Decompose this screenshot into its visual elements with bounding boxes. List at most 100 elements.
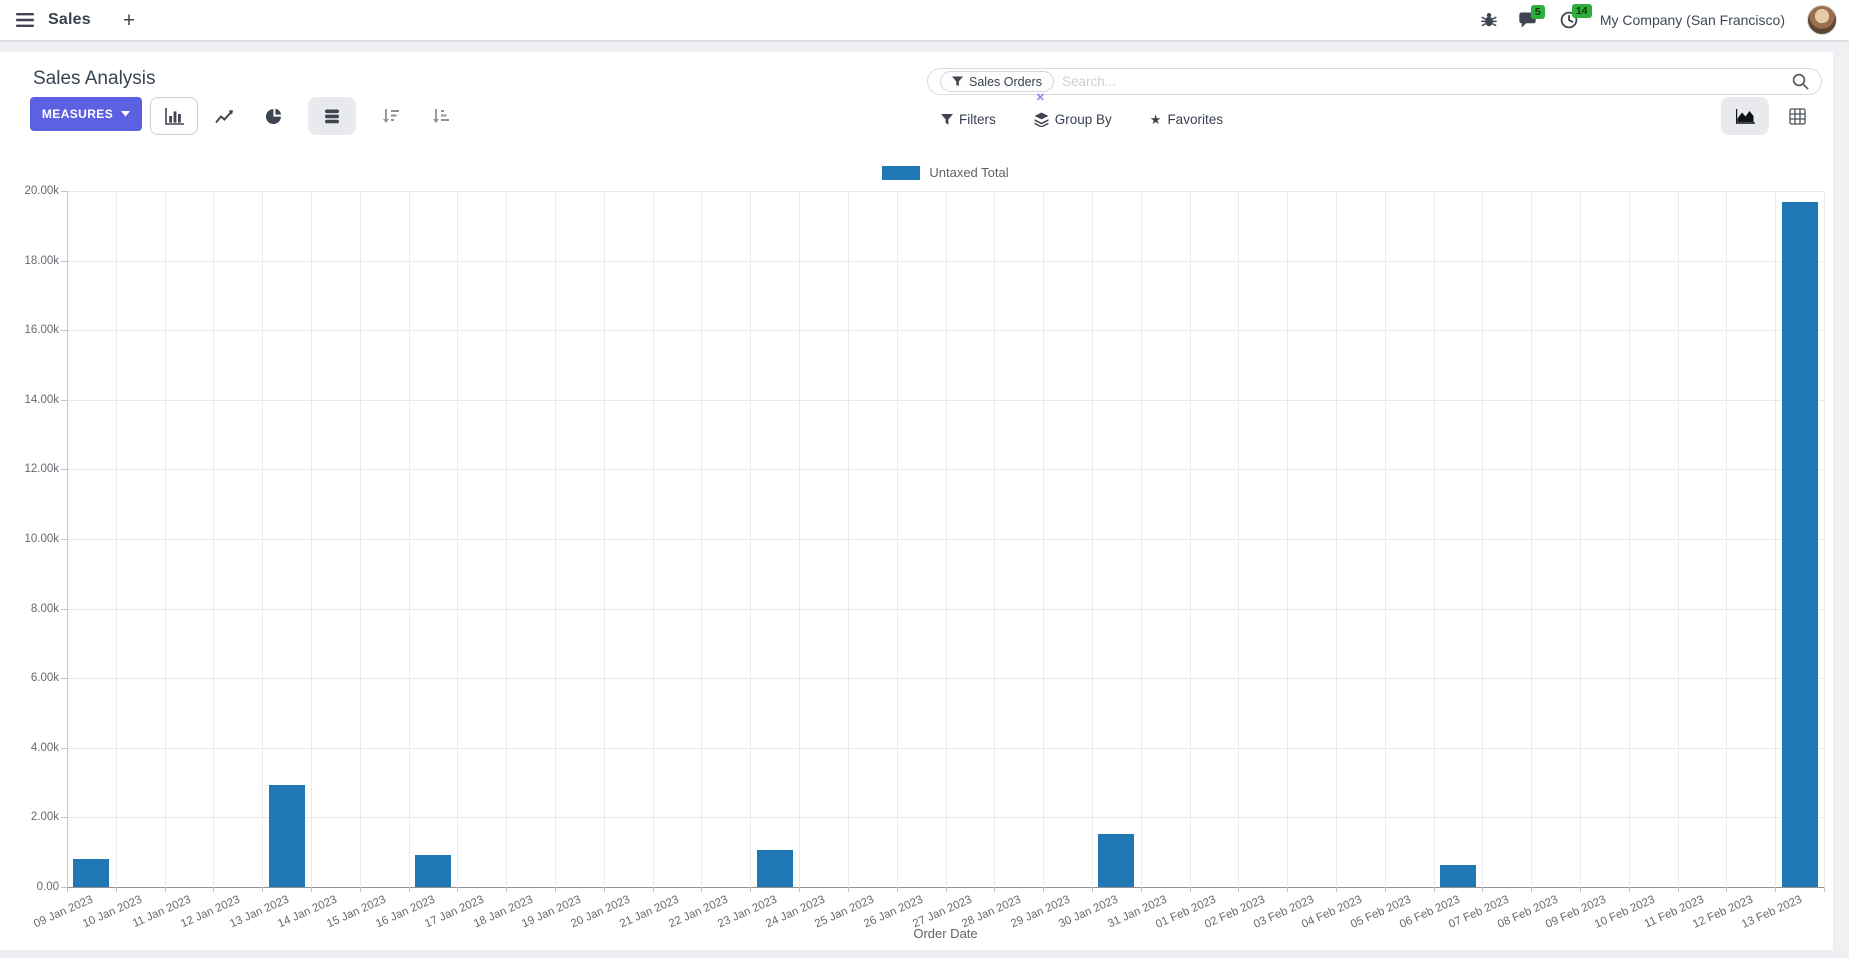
messages-badge: 5 bbox=[1530, 4, 1545, 19]
bar[interactable] bbox=[73, 859, 110, 887]
line-chart-icon bbox=[214, 109, 233, 123]
gridline bbox=[1628, 191, 1630, 887]
legend-label: Untaxed Total bbox=[929, 165, 1009, 180]
company-switcher[interactable]: My Company (San Francisco) bbox=[1599, 12, 1785, 28]
y-tick-label: 0.00 bbox=[36, 881, 59, 893]
x-tick bbox=[847, 887, 849, 892]
x-tick bbox=[408, 887, 410, 892]
gridline bbox=[701, 191, 703, 887]
bar[interactable] bbox=[1439, 865, 1476, 887]
pie-chart-button[interactable] bbox=[250, 97, 298, 135]
gridline bbox=[1043, 191, 1045, 887]
bar[interactable] bbox=[1098, 833, 1135, 887]
stacked-toggle-button[interactable] bbox=[308, 97, 356, 135]
debug-bug-icon[interactable] bbox=[1480, 12, 1497, 28]
x-tick bbox=[994, 887, 996, 892]
bar-chart-plot: 0.00 2.00k 4.00k 6.00k 8.00k 10.00k 12.00k 14.0… bbox=[24, 185, 1825, 931]
gridline bbox=[652, 191, 654, 887]
gridline bbox=[945, 191, 947, 887]
gridline bbox=[1433, 191, 1435, 887]
filter-funnel-icon bbox=[941, 113, 953, 125]
x-tick bbox=[1531, 887, 1533, 892]
y-tick bbox=[61, 399, 67, 401]
sort-descending-icon bbox=[382, 108, 399, 123]
pie-chart-icon bbox=[265, 108, 281, 124]
x-tick bbox=[1238, 887, 1240, 892]
gridline bbox=[1091, 191, 1093, 887]
navbar-right: 5 14 My Company (San Francisco) bbox=[1480, 4, 1849, 35]
x-tick bbox=[164, 887, 166, 892]
y-tick bbox=[61, 469, 67, 471]
y-tick-label: 10.00k bbox=[24, 533, 59, 545]
sort-ascending-button[interactable] bbox=[416, 97, 464, 135]
measures-button[interactable]: MEASURES bbox=[30, 97, 142, 131]
filter-funnel-icon bbox=[952, 76, 963, 87]
legend-swatch[interactable] bbox=[882, 165, 921, 180]
gridline bbox=[457, 191, 459, 887]
x-tick bbox=[799, 887, 801, 892]
gridline bbox=[799, 191, 801, 887]
x-tick bbox=[1189, 887, 1191, 892]
user-avatar[interactable] bbox=[1807, 5, 1837, 35]
favorites-button[interactable]: ★ Favorites bbox=[1150, 112, 1223, 127]
search-bar[interactable]: Sales Orders ✕ bbox=[927, 68, 1822, 104]
y-tick bbox=[61, 747, 67, 749]
facet-label: Sales Orders bbox=[969, 74, 1042, 89]
pivot-view-button[interactable] bbox=[1773, 97, 1821, 135]
plus-icon[interactable]: + bbox=[122, 8, 136, 32]
area-chart-icon bbox=[1735, 108, 1755, 124]
x-tick bbox=[67, 887, 68, 892]
x-tick bbox=[945, 887, 947, 892]
gridline bbox=[1726, 191, 1728, 887]
x-tick bbox=[1287, 887, 1289, 892]
group-by-button[interactable]: Group By bbox=[1034, 112, 1112, 127]
x-tick bbox=[896, 887, 898, 892]
x-tick bbox=[1091, 887, 1093, 892]
gridline bbox=[1677, 191, 1679, 887]
x-tick bbox=[750, 887, 752, 892]
gridline bbox=[408, 191, 410, 887]
sort-descending-button[interactable] bbox=[366, 97, 414, 135]
activities-badge: 14 bbox=[1571, 4, 1592, 18]
y-tick bbox=[61, 260, 67, 262]
x-tick bbox=[1043, 887, 1045, 892]
main-content: Sales Analysis MEASURES bbox=[0, 52, 1833, 950]
x-tick bbox=[1677, 887, 1679, 892]
bar-chart-icon bbox=[164, 107, 184, 125]
bar[interactable] bbox=[415, 854, 452, 887]
top-navbar: Sales + 5 14 My Company (San Francisco) bbox=[0, 0, 1849, 40]
bar[interactable] bbox=[1781, 202, 1818, 887]
chevron-down-icon bbox=[121, 111, 131, 117]
menu-icon[interactable] bbox=[16, 13, 34, 27]
bar[interactable] bbox=[268, 785, 305, 887]
messages-icon[interactable]: 5 bbox=[1519, 4, 1545, 29]
bar-chart-button[interactable] bbox=[150, 97, 198, 135]
y-tick bbox=[61, 817, 67, 819]
gridline bbox=[1482, 191, 1484, 887]
y-tick-label: 16.00k bbox=[24, 324, 59, 337]
gridline bbox=[1287, 191, 1289, 887]
x-tick bbox=[652, 887, 654, 892]
y-tick-label: 2.00k bbox=[30, 811, 59, 824]
gridline bbox=[1384, 191, 1386, 887]
bar[interactable] bbox=[756, 850, 793, 887]
x-tick bbox=[1384, 887, 1386, 892]
line-chart-button[interactable] bbox=[200, 97, 248, 135]
x-tick bbox=[457, 887, 459, 892]
search-facet-sales-orders[interactable]: Sales Orders ✕ bbox=[940, 71, 1054, 104]
app-menu-sales[interactable]: Sales bbox=[48, 11, 91, 28]
facet-remove-icon[interactable]: ✕ bbox=[1035, 92, 1045, 104]
group-by-label: Group By bbox=[1054, 111, 1112, 127]
gridline bbox=[164, 191, 166, 887]
activities-clock-icon[interactable]: 14 bbox=[1560, 4, 1592, 29]
gridline bbox=[506, 191, 508, 887]
gridline bbox=[115, 191, 117, 887]
y-tick bbox=[61, 608, 67, 610]
search-input[interactable] bbox=[1061, 74, 1792, 89]
x-tick bbox=[1824, 887, 1825, 892]
x-tick bbox=[1726, 887, 1728, 892]
filters-button[interactable]: Filters bbox=[941, 112, 996, 127]
gridline bbox=[262, 191, 264, 887]
search-icon[interactable] bbox=[1792, 73, 1809, 90]
graph-view-button[interactable] bbox=[1721, 97, 1769, 135]
